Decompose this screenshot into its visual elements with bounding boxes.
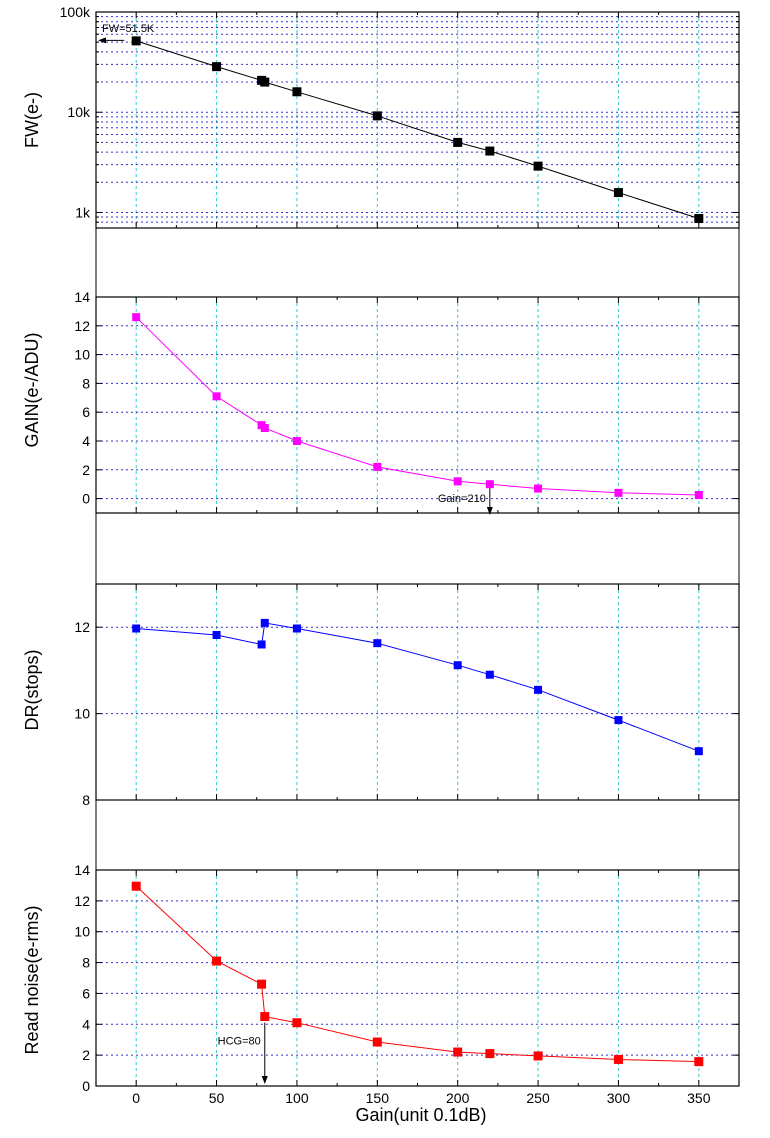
data-point xyxy=(131,36,141,46)
annotation-text: FW=51.5K xyxy=(102,23,155,35)
panel-frame xyxy=(95,296,740,514)
data-point xyxy=(212,956,222,966)
data-point xyxy=(614,716,623,725)
y-tick-label: 2 xyxy=(82,1047,90,1063)
y-tick-label: 2 xyxy=(82,462,90,478)
x-tick-label: 0 xyxy=(132,1090,140,1106)
y-tick-label: 12 xyxy=(74,619,90,635)
data-point xyxy=(132,313,141,322)
data-point xyxy=(453,1047,463,1057)
x-tick-label: 100 xyxy=(285,1090,309,1106)
data-point xyxy=(533,161,543,171)
y-tick-label: 0 xyxy=(82,1078,90,1094)
data-point xyxy=(260,77,270,87)
x-axis-title: Gain(unit 0.1dB) xyxy=(355,1105,486,1125)
y-axis-title: DR(stops) xyxy=(22,649,42,730)
y-tick-label: 4 xyxy=(82,1016,90,1032)
data-point xyxy=(212,62,222,72)
y-tick-label: 10 xyxy=(74,924,90,940)
data-point xyxy=(534,484,543,493)
data-point xyxy=(132,624,141,633)
data-point xyxy=(694,1057,704,1067)
data-point xyxy=(485,1049,495,1059)
x-tick-label: 300 xyxy=(607,1090,631,1106)
x-tick-label: 150 xyxy=(366,1090,390,1106)
data-point xyxy=(485,146,495,156)
data-point xyxy=(694,747,703,756)
data-point xyxy=(694,214,704,224)
data-point xyxy=(292,1018,302,1028)
y-tick-label: 0 xyxy=(82,491,90,507)
data-point xyxy=(453,477,462,486)
series-line xyxy=(135,316,699,496)
panel-frame xyxy=(95,583,740,801)
y-tick-label: 12 xyxy=(74,893,90,909)
data-point xyxy=(694,491,703,499)
data-point xyxy=(131,881,141,891)
annotation-arrowhead xyxy=(98,37,106,44)
y-tick-label: 6 xyxy=(82,985,90,1001)
data-point xyxy=(534,685,543,694)
data-point xyxy=(292,87,302,97)
data-point xyxy=(373,462,382,471)
data-point xyxy=(260,618,269,627)
panel-4: 0 2 4 6 8 10 12 14 Read noise(e-rms) HCG=80 xyxy=(22,862,740,1094)
y-axis-title: FW(e-) xyxy=(22,92,42,148)
data-point xyxy=(372,1037,382,1047)
annotation-arrowhead xyxy=(261,1076,268,1084)
data-point xyxy=(372,111,382,121)
y-tick-label: 10 xyxy=(74,706,90,722)
data-point xyxy=(373,639,382,648)
x-tick-label: 250 xyxy=(526,1090,550,1106)
y-tick-label: 8 xyxy=(82,792,90,808)
data-point xyxy=(292,624,301,633)
data-point xyxy=(257,640,266,649)
y-tick-label: 8 xyxy=(82,955,90,971)
y-tick-label: 4 xyxy=(82,433,90,449)
y-axis-title: GAIN(e-/ADU) xyxy=(22,332,42,447)
data-point xyxy=(485,670,494,679)
annotation-arrowhead xyxy=(486,507,493,515)
y-tick-label: 1k xyxy=(75,204,91,220)
panel-frame xyxy=(95,11,740,229)
y-tick-label: 6 xyxy=(82,404,90,420)
panel-3: 8 10 12 DR(stops) xyxy=(22,583,740,808)
y-tick-label: 12 xyxy=(74,318,90,334)
data-point xyxy=(292,437,301,445)
data-point xyxy=(613,188,623,198)
y-tick-label: 8 xyxy=(82,375,90,391)
x-tick-label: 350 xyxy=(687,1090,711,1106)
y-tick-label: 100k xyxy=(60,4,91,20)
panel-2: 0 2 4 6 8 10 12 14 GAIN(e-/ADU) Gain=210 xyxy=(22,289,740,515)
y-tick-label: 10k xyxy=(67,104,91,120)
data-point xyxy=(453,137,463,147)
data-point xyxy=(614,488,623,497)
data-point xyxy=(485,480,494,489)
annotation-text: HCG=80 xyxy=(218,1035,261,1047)
y-tick-label: 14 xyxy=(74,289,90,305)
data-point xyxy=(260,424,269,433)
series-line xyxy=(136,622,699,752)
data-point xyxy=(212,630,221,639)
x-tick-label: 200 xyxy=(446,1090,470,1106)
x-tick-label: 50 xyxy=(209,1090,225,1106)
y-tick-label: 10 xyxy=(74,347,90,363)
data-point xyxy=(533,1051,543,1061)
data-point xyxy=(257,979,267,989)
panel-frame xyxy=(95,869,740,1087)
data-point xyxy=(453,661,462,670)
y-tick-label: 14 xyxy=(74,862,90,878)
x-tick-labels: 0 50 100 150 200 250 300 350 xyxy=(132,1090,710,1106)
chart-panels: 1k 10k 100k FW(e-) FW=51.5K 0 2 4 6 8 10 12 14 GAIN(e… xyxy=(22,4,740,1094)
data-point xyxy=(212,392,221,401)
y-axis-title: Read noise(e-rms) xyxy=(22,905,42,1054)
data-point xyxy=(613,1054,623,1064)
data-point xyxy=(260,1012,270,1022)
annotation-text: Gain=210 xyxy=(438,493,486,505)
panel-1: 1k 10k 100k FW(e-) FW=51.5K xyxy=(22,4,740,229)
